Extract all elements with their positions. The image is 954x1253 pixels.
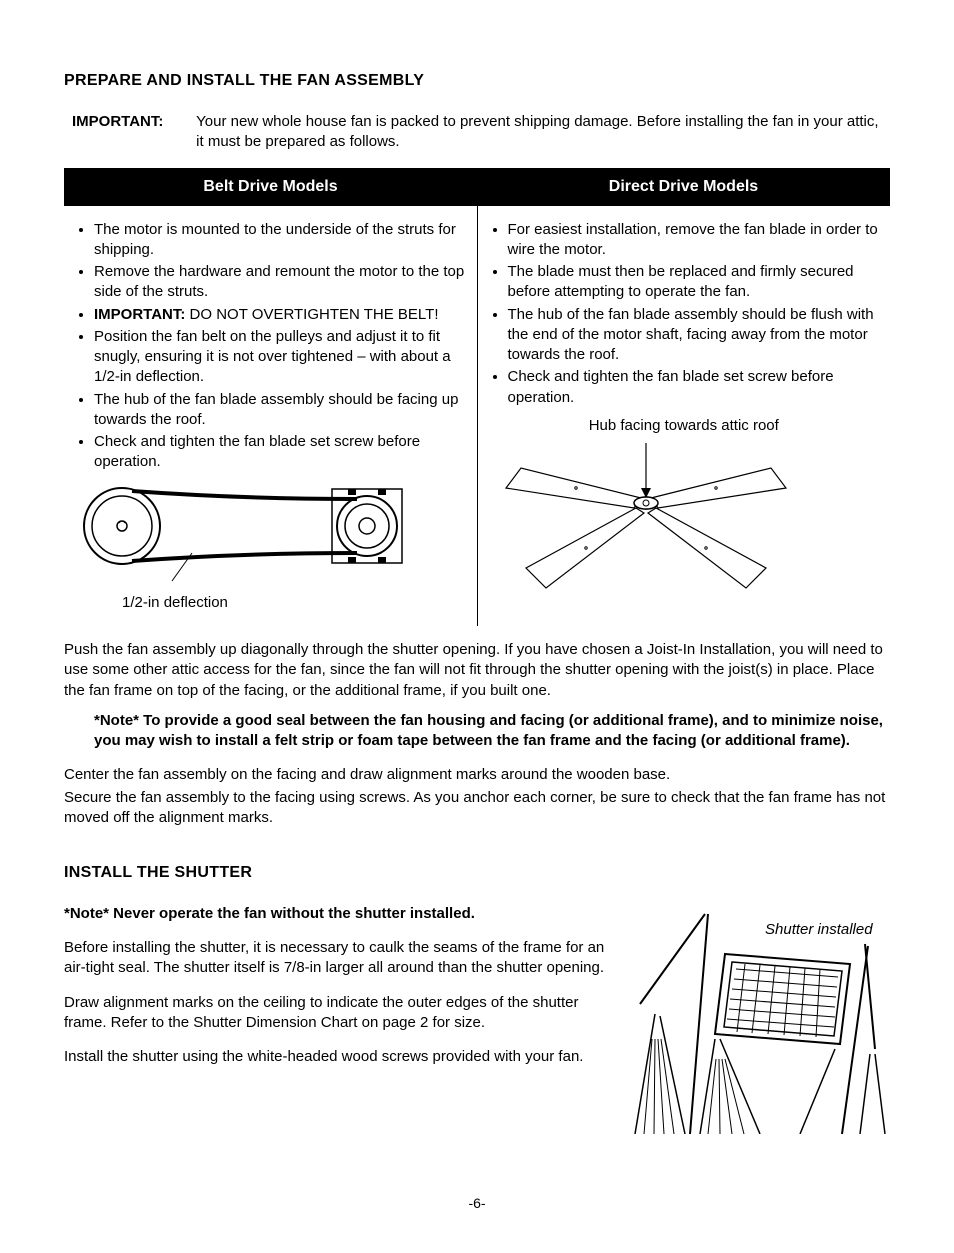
- note-seal: *Note* To provide a good seal between th…: [94, 711, 890, 752]
- table-header-right: Direct Drive Models: [477, 168, 890, 206]
- list-item: Remove the hardware and remount the moto…: [94, 262, 469, 303]
- list-item: Check and tighten the fan blade set scre…: [508, 367, 883, 408]
- list-item: Check and tighten the fan blade set scre…: [94, 432, 469, 473]
- table-header-left: Belt Drive Models: [64, 168, 477, 206]
- belt-drive-bullets: The motor is mounted to the underside of…: [72, 220, 469, 473]
- section-heading-shutter: INSTALL THE SHUTTER: [64, 862, 890, 884]
- paragraph: Draw alignment marks on the ceiling to i…: [64, 993, 610, 1034]
- belt-drive-figure: 1/2-in deflection: [72, 481, 469, 613]
- list-item: The blade must then be replaced and firm…: [508, 262, 883, 303]
- paragraph: Install the shutter using the white-head…: [64, 1047, 610, 1067]
- list-item-text: DO NOT OVERTIGHTEN THE BELT!: [185, 306, 438, 323]
- fan-figure-caption: Hub facing towards attic roof: [486, 416, 883, 436]
- shutter-installed-icon: Shutter installed: [630, 904, 890, 1134]
- fan-blade-icon: [486, 438, 806, 618]
- list-item: The hub of the fan blade assembly should…: [94, 390, 469, 431]
- paragraph: Secure the fan assembly to the facing us…: [64, 788, 890, 829]
- belt-pulley-icon: [72, 481, 412, 591]
- table-cell-right: For easiest installation, remove the fan…: [477, 206, 890, 627]
- important-block: IMPORTANT: Your new whole house fan is p…: [72, 112, 890, 153]
- important-inline: IMPORTANT:: [94, 306, 185, 323]
- list-item: The hub of the fan blade assembly should…: [508, 305, 883, 366]
- important-text: Your new whole house fan is packed to pr…: [196, 112, 884, 153]
- note-shutter: *Note* Never operate the fan without the…: [64, 904, 610, 924]
- shutter-text-column: *Note* Never operate the fan without the…: [64, 904, 610, 1078]
- page-number: -6-: [64, 1194, 890, 1213]
- list-item: IMPORTANT: DO NOT OVERTIGHTEN THE BELT!: [94, 305, 469, 325]
- belt-figure-caption: 1/2-in deflection: [122, 593, 469, 613]
- paragraph: Before installing the shutter, it is nec…: [64, 938, 610, 979]
- shutter-figure-label: Shutter installed: [765, 921, 873, 938]
- paragraph: Center the fan assembly on the facing an…: [64, 765, 890, 785]
- list-item: Position the fan belt on the pulleys and…: [94, 327, 469, 388]
- compare-table: Belt Drive Models Direct Drive Models Th…: [64, 168, 890, 626]
- shutter-row: *Note* Never operate the fan without the…: [64, 904, 890, 1134]
- table-cell-left: The motor is mounted to the underside of…: [64, 206, 477, 627]
- fan-blade-figure: [486, 438, 883, 618]
- list-item: The motor is mounted to the underside of…: [94, 220, 469, 261]
- list-item: For easiest installation, remove the fan…: [508, 220, 883, 261]
- shutter-figure: Shutter installed: [630, 904, 890, 1134]
- paragraph: Push the fan assembly up diagonally thro…: [64, 640, 890, 701]
- important-label: IMPORTANT:: [72, 112, 192, 132]
- section-heading-prepare: PREPARE AND INSTALL THE FAN ASSEMBLY: [64, 70, 890, 92]
- direct-drive-bullets: For easiest installation, remove the fan…: [486, 220, 883, 408]
- page: PREPARE AND INSTALL THE FAN ASSEMBLY IMP…: [0, 0, 954, 1253]
